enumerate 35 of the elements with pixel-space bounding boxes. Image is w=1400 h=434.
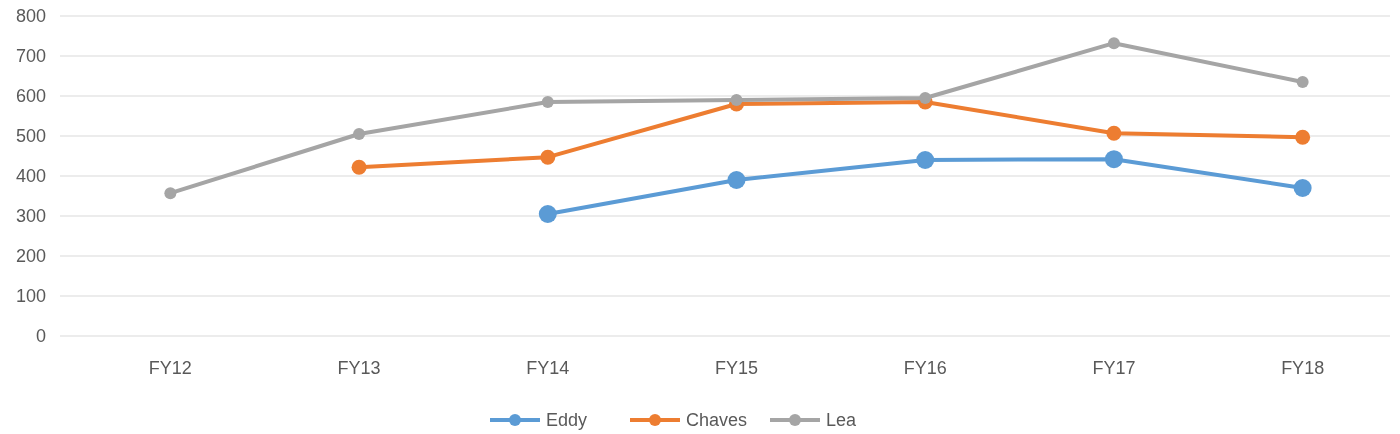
point bbox=[540, 149, 556, 165]
x-tick-label: FY13 bbox=[337, 358, 381, 378]
legend-label: Lea bbox=[826, 410, 858, 431]
point bbox=[538, 205, 557, 223]
point bbox=[541, 96, 554, 108]
x-tick-label: FY18 bbox=[1281, 358, 1325, 378]
point bbox=[730, 94, 743, 106]
point bbox=[164, 187, 177, 200]
point bbox=[919, 92, 932, 104]
y-tick-label: 100 bbox=[15, 286, 46, 307]
y-tick-label: 400 bbox=[15, 166, 46, 187]
y-tick-label: 500 bbox=[15, 126, 46, 147]
y-tick-label: 300 bbox=[15, 206, 46, 227]
legend-label: Eddy bbox=[546, 410, 588, 431]
y-tick-label: 200 bbox=[15, 246, 46, 267]
x-tick-label: FY16 bbox=[903, 358, 947, 378]
y-tick-label: 0 bbox=[35, 326, 46, 347]
x-tick-label: FY12 bbox=[148, 358, 192, 378]
point bbox=[1296, 76, 1309, 88]
point bbox=[351, 159, 367, 175]
y-tick-label: 800 bbox=[15, 6, 46, 27]
x-tick-label: FY15 bbox=[714, 358, 759, 378]
point bbox=[916, 151, 935, 169]
legend-label: Chaves bbox=[686, 410, 748, 431]
point bbox=[1293, 179, 1312, 197]
point bbox=[727, 171, 746, 189]
y-tick-label: 700 bbox=[15, 46, 46, 67]
point bbox=[1295, 129, 1311, 145]
x-tick-label: FY17 bbox=[1092, 358, 1136, 378]
x-tick-label: FY14 bbox=[526, 358, 570, 378]
point bbox=[1104, 150, 1123, 169]
point bbox=[1107, 37, 1120, 50]
point bbox=[353, 128, 366, 140]
point bbox=[1106, 125, 1122, 141]
y-tick-label: 600 bbox=[15, 86, 46, 107]
